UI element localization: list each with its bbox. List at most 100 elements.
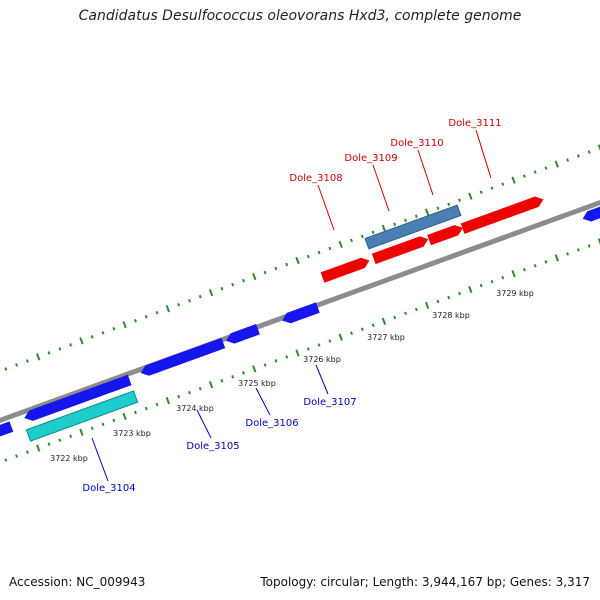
reverse-gene-dole-3107[interactable] xyxy=(280,302,320,325)
inner-tick xyxy=(360,327,364,331)
highlight-feature-cyan[interactable] xyxy=(25,390,139,442)
outer-tick xyxy=(155,310,159,315)
scale-label: 3723 kbp xyxy=(113,429,151,438)
inner-tick xyxy=(424,301,430,310)
scale-label: 3729 kbp xyxy=(496,289,534,298)
gene-label-forward[interactable]: Dole_3110 xyxy=(390,138,443,149)
inner-tick xyxy=(328,339,332,343)
inner-tick xyxy=(274,359,278,363)
scale-label: 3726 kbp xyxy=(303,355,341,364)
outer-tick xyxy=(69,343,73,347)
outer-tick xyxy=(501,182,505,186)
gene-label-reverse[interactable]: Dole_3104 xyxy=(82,483,135,494)
forward-gene-dole-3108[interactable] xyxy=(320,255,372,283)
scale-label: 3728 kbp xyxy=(432,311,470,320)
scale-label: 3722 kbp xyxy=(50,454,88,463)
accession-text: Accession: NC_009943 xyxy=(9,575,146,589)
inner-tick xyxy=(252,365,257,373)
inner-tick xyxy=(338,333,343,341)
inner-tick xyxy=(220,378,224,383)
inner-tick xyxy=(404,311,407,316)
scale-label: 3725 kbp xyxy=(238,379,276,388)
outer-tick xyxy=(597,144,600,151)
reverse-gene-dole-3106[interactable] xyxy=(224,324,260,346)
outer-tick xyxy=(285,262,289,267)
outer-tick xyxy=(306,254,310,259)
inner-tick xyxy=(36,444,41,452)
outer-tick xyxy=(393,222,397,227)
outer-tick xyxy=(424,208,430,216)
inner-tick xyxy=(468,285,473,294)
leader-line xyxy=(91,437,109,482)
outer-tick xyxy=(274,266,278,271)
outer-tick-ring xyxy=(4,144,600,371)
inner-tick xyxy=(414,307,418,312)
inner-tick xyxy=(306,347,310,351)
reverse-gene-partial-left[interactable] xyxy=(0,421,14,438)
genome-summary-text: Topology: circular; Length: 3,944,167 bp… xyxy=(260,575,590,589)
outer-tick xyxy=(122,321,127,329)
outer-tick xyxy=(242,278,245,283)
leader-line xyxy=(417,149,434,196)
inner-tick xyxy=(350,331,353,335)
leader-line xyxy=(315,364,329,395)
outer-tick xyxy=(436,206,440,211)
forward-gene-dole-3111[interactable] xyxy=(460,194,546,234)
inner-tick xyxy=(25,450,29,454)
outer-tick xyxy=(133,319,137,323)
gene-label-reverse[interactable]: Dole_3105 xyxy=(186,441,239,452)
inner-tick xyxy=(198,386,202,391)
reverse-gene-dole-3105[interactable] xyxy=(139,337,226,378)
inner-tick xyxy=(155,402,159,407)
outer-tick xyxy=(198,294,202,299)
scale-label: 3724 kbp xyxy=(176,404,214,413)
inner-tick xyxy=(295,349,300,357)
outer-tick xyxy=(317,250,321,255)
inner-tick xyxy=(576,248,580,252)
outer-tick xyxy=(338,240,343,249)
inner-tick xyxy=(511,270,516,278)
inner-tick xyxy=(317,343,321,347)
outer-tick xyxy=(587,150,591,154)
gene-label-forward[interactable]: Dole_3111 xyxy=(448,118,501,129)
outer-tick xyxy=(58,347,62,351)
inner-tick xyxy=(597,238,600,245)
forward-gene-dole-3109[interactable] xyxy=(371,234,430,265)
leader-line xyxy=(255,387,271,416)
inner-tick xyxy=(4,458,8,462)
inner-tick xyxy=(15,454,19,458)
forward-gene-dole-3110[interactable] xyxy=(427,223,465,246)
inner-tick xyxy=(122,412,127,421)
outer-tick xyxy=(79,337,84,345)
highlight-feature-steel[interactable] xyxy=(364,204,462,250)
leader-line xyxy=(317,184,335,231)
inner-tick xyxy=(231,375,235,379)
gene-label-forward[interactable]: Dole_3108 xyxy=(289,173,342,184)
reverse-gene-dole-3104[interactable] xyxy=(22,374,132,424)
outer-tick xyxy=(468,192,473,200)
outer-tick xyxy=(112,327,116,331)
outer-tick xyxy=(350,238,353,243)
inner-tick xyxy=(101,422,105,427)
leader-line xyxy=(372,164,390,212)
gene-features xyxy=(0,194,600,442)
inner-tick xyxy=(393,315,397,320)
gene-label-forward[interactable]: Dole_3109 xyxy=(344,153,397,164)
gene-label-reverse[interactable]: Dole_3107 xyxy=(303,397,356,408)
gene-label-reverse[interactable]: Dole_3106 xyxy=(245,418,298,429)
inner-tick xyxy=(587,244,591,248)
inner-tick xyxy=(371,323,375,328)
inner-tick-ring xyxy=(4,238,600,462)
outer-tick xyxy=(371,230,375,235)
outer-tick xyxy=(295,256,300,265)
inner-tick xyxy=(79,428,84,436)
inner-tick xyxy=(381,317,387,325)
inner-tick xyxy=(69,434,73,439)
outer-tick xyxy=(328,246,332,251)
inner-tick xyxy=(566,252,570,256)
inner-tick xyxy=(447,295,451,300)
inner-tick xyxy=(522,267,526,272)
leader-line xyxy=(196,409,212,439)
outer-tick xyxy=(544,166,548,170)
